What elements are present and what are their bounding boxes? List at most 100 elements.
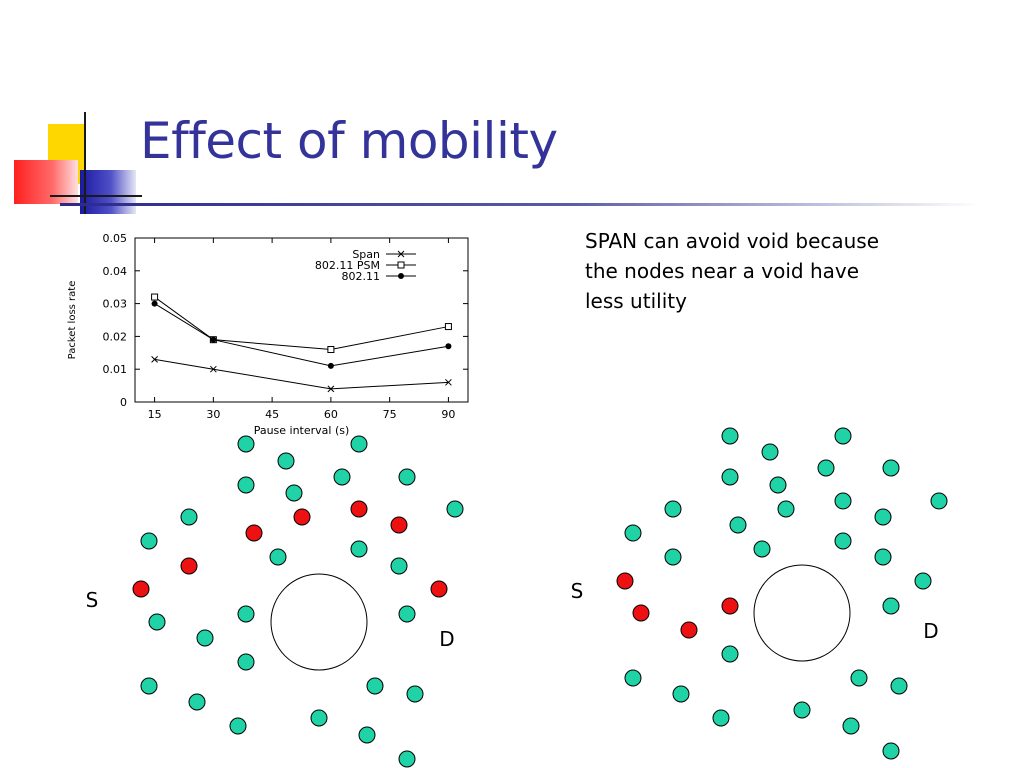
sensor-node xyxy=(721,645,739,663)
slide-title: Effect of mobility xyxy=(140,112,558,170)
sensor-node xyxy=(834,492,852,510)
sensor-node xyxy=(729,516,747,534)
active-node xyxy=(632,604,650,622)
note-line-3: less utility xyxy=(585,289,687,313)
y-tick-label: 0.01 xyxy=(103,363,128,376)
sensor-node xyxy=(148,613,166,631)
x-axis-label: Pause interval (s) xyxy=(254,424,350,437)
sensor-node xyxy=(237,653,255,671)
sensor-node xyxy=(398,750,416,768)
sensor-node xyxy=(446,500,464,518)
sensor-node xyxy=(196,629,214,647)
void-circle xyxy=(753,564,851,662)
active-node xyxy=(132,580,150,598)
sensor-node xyxy=(229,717,247,735)
sensor-node xyxy=(890,677,908,695)
sensor-node xyxy=(850,669,868,687)
sensor-node xyxy=(777,500,795,518)
sensor-node xyxy=(664,548,682,566)
slide-note: SPAN can avoid void because the nodes ne… xyxy=(585,226,945,316)
y-tick-label: 0.05 xyxy=(103,232,128,245)
data-point xyxy=(151,300,158,307)
sensor-node xyxy=(333,468,351,486)
active-node xyxy=(616,572,634,590)
sensor-node xyxy=(398,468,416,486)
data-point xyxy=(445,343,452,350)
y-tick-label: 0.02 xyxy=(103,330,128,343)
sensor-node xyxy=(366,677,384,695)
active-node xyxy=(680,621,698,639)
sensor-node xyxy=(624,524,642,542)
sensor-node xyxy=(180,508,198,526)
data-point xyxy=(444,323,452,331)
active-node xyxy=(245,524,263,542)
legend-label: 802.11 xyxy=(342,270,381,283)
sensor-node xyxy=(237,435,255,453)
active-node xyxy=(293,508,311,526)
x-tick-label: 45 xyxy=(265,408,279,421)
sensor-node xyxy=(398,605,416,623)
sensor-node xyxy=(672,685,690,703)
source-label: S xyxy=(571,579,584,603)
note-line-2: the nodes near a void have xyxy=(585,259,860,283)
sensor-node xyxy=(712,709,730,727)
legend-marker-b xyxy=(397,250,405,258)
active-node xyxy=(430,580,448,598)
diagram-1: SD xyxy=(86,435,464,768)
sensor-node xyxy=(350,435,368,453)
sensor-node xyxy=(237,605,255,623)
data-point-b xyxy=(327,385,335,393)
data-point-b xyxy=(151,356,158,363)
data-point xyxy=(327,362,334,369)
y-tick-label: 0.03 xyxy=(103,298,128,311)
x-tick-label: 15 xyxy=(148,408,162,421)
series-line xyxy=(154,358,449,390)
sensor-node xyxy=(350,540,368,558)
sensor-node xyxy=(269,548,287,566)
sensor-node xyxy=(874,508,892,526)
packet-loss-chart: 0 0.01 0.02 0.03 0.04 0.05 15 30 45 60 75 90 Pause i… xyxy=(67,232,469,437)
y-axis-label: Packet loss rate xyxy=(67,281,78,360)
sensor-node xyxy=(874,548,892,566)
sensor-node xyxy=(624,669,642,687)
sensor-node xyxy=(914,572,932,590)
destination-label: D xyxy=(439,627,454,651)
void-circle xyxy=(270,573,368,671)
series-2 xyxy=(151,300,452,369)
sensor-node xyxy=(358,726,376,744)
active-node xyxy=(350,500,368,518)
x-tick-label: 75 xyxy=(383,408,397,421)
sensor-node xyxy=(930,492,948,510)
sensor-node xyxy=(817,459,835,477)
sensor-node xyxy=(882,742,900,760)
title-accent-blue-square xyxy=(80,170,136,214)
diagram-2: SD xyxy=(571,427,948,760)
sensor-node xyxy=(882,459,900,477)
legend-label: 802.11 PSM xyxy=(315,259,380,272)
active-node xyxy=(390,516,408,534)
sensor-node xyxy=(769,476,787,494)
x-tick-label: 30 xyxy=(206,408,220,421)
note-line-1: SPAN can avoid void because xyxy=(585,229,880,253)
title-underline xyxy=(60,203,980,206)
data-point-b xyxy=(445,378,452,386)
active-node xyxy=(721,597,739,615)
x-tick-label: 90 xyxy=(441,408,455,421)
sensor-node xyxy=(834,427,852,445)
data-point xyxy=(327,346,335,354)
sensor-node xyxy=(721,427,739,445)
sensor-node xyxy=(721,468,739,486)
data-point xyxy=(151,293,159,301)
destination-label: D xyxy=(923,619,938,643)
source-label: S xyxy=(86,588,99,612)
sensor-node xyxy=(834,532,852,550)
series-0 xyxy=(151,356,452,393)
sensor-node xyxy=(664,500,682,518)
sensor-node xyxy=(753,540,771,558)
sensor-node xyxy=(390,557,408,575)
y-tick-label: 0.04 xyxy=(103,265,128,278)
title-accent-horizontal-line xyxy=(50,195,142,197)
sensor-node xyxy=(237,476,255,494)
sensor-node xyxy=(285,484,303,502)
active-node xyxy=(180,557,198,575)
